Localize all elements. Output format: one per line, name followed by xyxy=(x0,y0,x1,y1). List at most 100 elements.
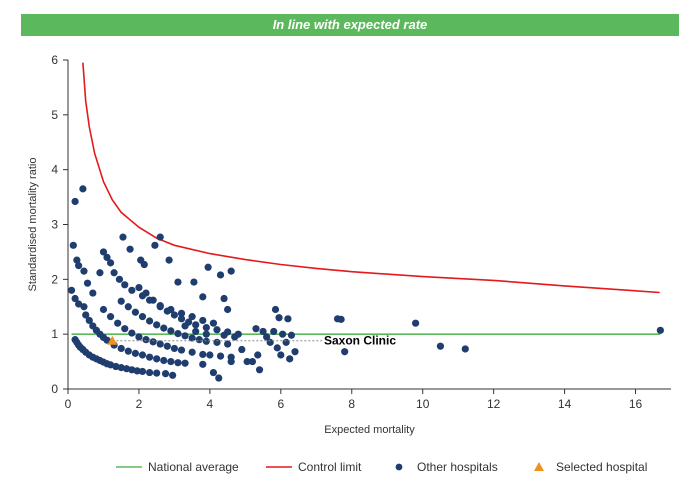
hospital-point xyxy=(204,263,212,271)
hospital-point xyxy=(202,330,210,338)
hospital-point xyxy=(224,340,232,348)
hospital-point xyxy=(177,315,186,323)
hospital-point xyxy=(160,324,168,332)
hospital-point xyxy=(151,241,159,249)
hospital-point xyxy=(277,351,285,359)
hospital-point xyxy=(131,308,139,316)
x-tick-label: 8 xyxy=(348,397,355,411)
hospital-point xyxy=(167,357,175,366)
legend-control-limit-label: Control limit xyxy=(298,460,362,474)
y-tick-label: 6 xyxy=(51,53,58,67)
hospital-point xyxy=(209,368,218,377)
hospital-point xyxy=(128,286,136,294)
x-tick-label: 16 xyxy=(629,397,643,411)
hospital-point xyxy=(270,327,278,336)
hospital-point xyxy=(216,271,225,279)
hospital-point xyxy=(227,357,235,366)
hospital-point xyxy=(145,317,154,325)
legend: National average Control limit Other hospi… xyxy=(116,460,647,474)
hospital-point xyxy=(167,327,175,335)
x-tick-label: 12 xyxy=(487,397,501,411)
reference-lines xyxy=(71,62,661,335)
hospital-point xyxy=(121,281,129,289)
hospital-point xyxy=(115,275,124,283)
hospital-point xyxy=(271,305,280,314)
hospital-point xyxy=(291,348,299,356)
hospital-point xyxy=(103,253,111,261)
hospital-point xyxy=(114,319,122,327)
hospital-point xyxy=(199,316,207,325)
hospital-point xyxy=(117,344,125,353)
hospital-point xyxy=(177,346,186,354)
hospital-point xyxy=(149,338,157,346)
hospital-point xyxy=(202,337,210,345)
hospital-point xyxy=(138,351,147,359)
hospital-point xyxy=(243,357,251,366)
hospital-point xyxy=(174,359,182,367)
hospital-point xyxy=(177,309,186,317)
hospital-point xyxy=(160,356,168,365)
hospital-point xyxy=(71,294,79,303)
hospital-point xyxy=(287,331,296,339)
y-tick-label: 0 xyxy=(51,382,58,396)
y-tick-label: 3 xyxy=(51,218,58,232)
hospital-point xyxy=(190,278,198,286)
hospital-point xyxy=(80,267,88,275)
selected-hospital-marker xyxy=(107,335,118,345)
hospital-point xyxy=(227,267,235,275)
hospital-point xyxy=(145,353,154,361)
hospital-point xyxy=(199,293,207,301)
hospital-point xyxy=(138,367,147,376)
hospital-point xyxy=(215,374,223,382)
hospital-point xyxy=(103,336,111,344)
hospital-point xyxy=(436,342,445,350)
hospital-point xyxy=(67,286,76,294)
hospital-point xyxy=(213,326,221,334)
annotations: Saxon Clinic xyxy=(107,334,396,348)
hospital-point xyxy=(206,351,214,359)
hospital-point xyxy=(138,313,147,321)
hospital-point xyxy=(188,334,196,342)
hospital-point xyxy=(167,305,175,314)
hospital-point xyxy=(73,256,81,264)
hospital-point xyxy=(273,344,281,352)
y-tick-label: 1 xyxy=(51,327,58,341)
hospital-point xyxy=(126,245,134,253)
y-axis-title: Standardised mortality ratio xyxy=(27,158,39,292)
hospital-point xyxy=(82,311,90,319)
hospital-point xyxy=(117,297,125,305)
legend-other-hospitals-label: Other hospitals xyxy=(417,460,498,474)
x-tick-label: 0 xyxy=(65,397,72,411)
hospital-point xyxy=(142,336,150,344)
hospital-point xyxy=(213,338,221,346)
x-tick-label: 14 xyxy=(558,397,572,411)
x-tick-label: 4 xyxy=(207,397,214,411)
hospital-point xyxy=(216,352,225,360)
hospital-point xyxy=(188,313,196,321)
hospital-point xyxy=(192,321,200,329)
hospital-point xyxy=(140,260,148,269)
hospital-point xyxy=(153,321,161,329)
hospital-point xyxy=(96,269,104,277)
hospital-point xyxy=(138,292,147,300)
hospital-point xyxy=(145,368,154,377)
hospital-point xyxy=(71,197,79,206)
y-tick-label: 4 xyxy=(51,163,58,177)
hospital-point xyxy=(99,248,108,256)
hospital-point xyxy=(170,311,179,319)
legend-other-hospitals-swatch xyxy=(395,463,403,471)
control-limit-line xyxy=(82,62,660,294)
hospital-point xyxy=(153,355,161,363)
hospital-point xyxy=(341,348,349,356)
hospital-point xyxy=(278,330,287,338)
hospital-point xyxy=(121,325,129,333)
hospital-point xyxy=(85,316,93,325)
hospital-point xyxy=(220,294,228,303)
hospital-point xyxy=(202,323,210,332)
legend-national-average-label: National average xyxy=(148,460,239,474)
hospital-point xyxy=(174,278,182,286)
hospital-point xyxy=(135,283,143,292)
hospital-point xyxy=(156,302,164,310)
hospital-point xyxy=(263,333,271,341)
